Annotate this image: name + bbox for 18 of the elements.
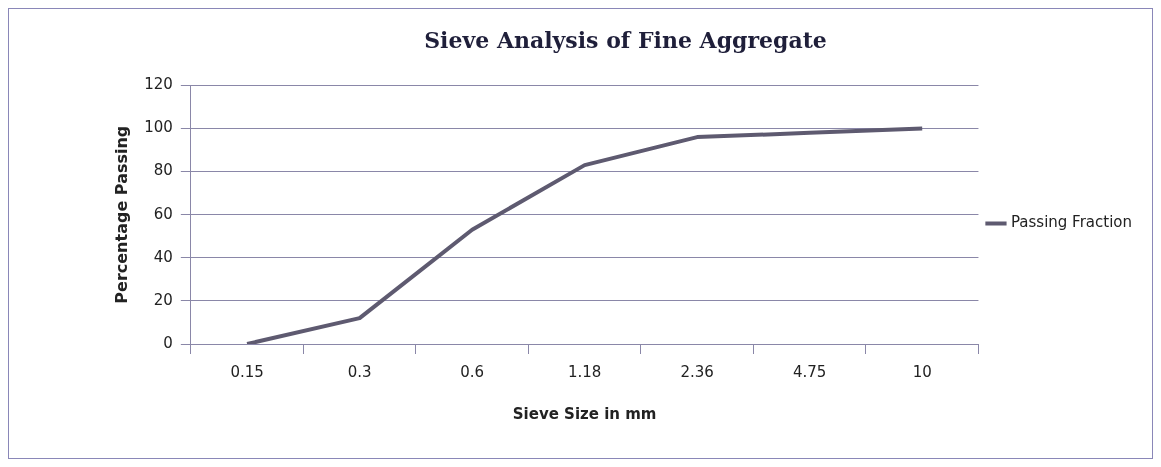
legend-label: Passing Fraction [1010,213,1133,232]
x-tick-label: 4.75 [792,362,827,381]
x-tick-label: 1.18 [567,362,602,381]
y-tick-label: 120 [144,75,173,94]
y-tick-label: 100 [144,118,173,137]
y-tick-label: 60 [153,204,173,223]
x-tick-label: 0.15 [230,362,264,381]
y-axis-title: Percentage Passing [111,125,131,304]
y-tick-label: 80 [153,161,173,180]
x-tick-label: 10 [912,362,932,381]
y-tick-label: 0 [163,333,173,352]
chart-title: Sieve Analysis of Fine Aggregate [424,26,827,53]
y-tick-label: 40 [153,247,173,266]
x-tick-label: 0.6 [460,362,485,381]
x-tick-label: 2.36 [680,362,714,381]
x-tick-label: 0.3 [347,362,372,381]
y-tick-label: 20 [153,290,173,309]
x-axis-title: Sieve Size in mm [512,404,657,423]
